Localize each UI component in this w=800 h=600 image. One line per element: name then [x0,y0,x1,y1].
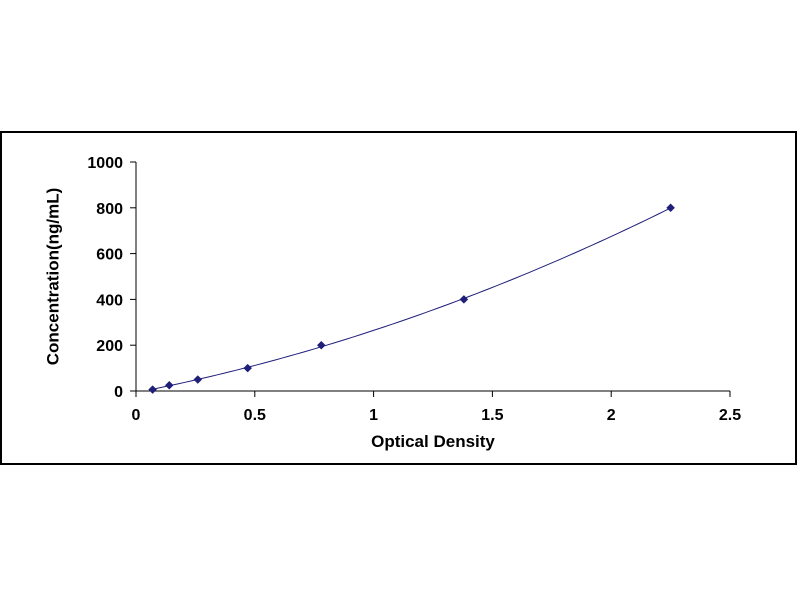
data-point-marker [243,363,253,373]
data-point-marker [459,295,469,304]
x-tick-label: 0.5 [244,407,266,424]
x-tick-label: 2.5 [719,407,741,424]
x-tick-label: 2 [607,407,616,424]
y-tick-label: 800 [96,201,123,218]
data-point-marker [666,203,675,213]
chart-frame [0,131,797,465]
data-point-marker [148,385,157,394]
x-axis-title: Optical Density [371,432,495,451]
x-tick-label: 1.5 [481,407,503,424]
y-tick-label: 400 [96,292,123,309]
x-axis-ticks: 0 0.5 1 1.5 2 2.5 [132,391,741,424]
y-tick-label: 1000 [87,155,123,172]
trendline [152,207,671,390]
data-point-marker [164,380,174,390]
y-axis-title: Concentration(ng/mL) [43,188,62,366]
axes [135,162,730,392]
data-point-marker [193,375,203,384]
y-tick-label: 200 [96,338,123,355]
x-tick-label: 0 [132,407,141,424]
data-points [148,203,675,394]
y-tick-label: 600 [96,247,123,264]
y-axis-ticks: 0 200 400 600 800 1000 [87,155,136,401]
data-point-marker [316,340,326,350]
y-tick-label: 0 [114,384,123,401]
x-tick-label: 1 [369,407,378,424]
